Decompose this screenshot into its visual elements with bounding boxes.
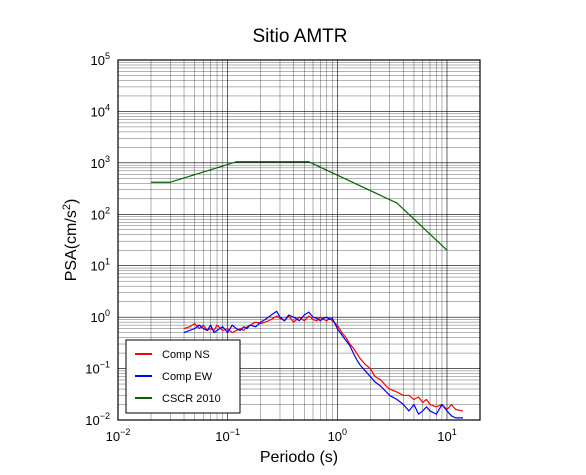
series-line-comp-ew (183, 310, 464, 419)
x-tick-label: 100 (328, 427, 347, 444)
legend-label: Comp EW (162, 371, 213, 383)
y-axis-title: PSA(cm/s2) (61, 199, 80, 282)
y-tick-label: 105 (91, 51, 110, 68)
x-tick-label: 101 (437, 427, 456, 444)
plot-frame (117, 59, 481, 421)
legend: Comp NS Comp EW CSCR 2010 (125, 339, 241, 414)
y-tick-label: 10−2 (85, 411, 110, 428)
series-line-cscr-2010 (151, 161, 448, 251)
series-layer (151, 161, 464, 419)
legend-label: Comp NS (162, 349, 210, 361)
chart-title: Sitio AMTR (252, 26, 347, 47)
y-axis-title-sup: 2 (61, 204, 73, 210)
y-tick-label: 10−1 (85, 360, 110, 377)
y-tick-label: 102 (91, 205, 110, 222)
y-tick-label: 101 (91, 257, 110, 274)
y-axis-title-tail: ) (63, 199, 80, 204)
x-axis-title: Periodo (s) (260, 449, 338, 466)
legend-entries: Comp NS Comp EW CSCR 2010 (135, 349, 221, 405)
x-tick-label: 10−1 (215, 427, 240, 444)
x-tick-label: 10−2 (106, 427, 131, 444)
y-axis-title-base: PSA(cm/s (63, 210, 80, 281)
legend-label: CSCR 2010 (162, 393, 221, 405)
y-tick-label: 100 (91, 308, 110, 325)
grid (118, 60, 480, 420)
y-tick-label: 104 (91, 102, 110, 119)
y-axis-ticks: 10−2 10−1 100 101 102 103 104 105 (85, 51, 110, 428)
x-axis-ticks: 10−2 10−1 100 101 (106, 427, 457, 444)
y-tick-label: 103 (91, 154, 110, 171)
